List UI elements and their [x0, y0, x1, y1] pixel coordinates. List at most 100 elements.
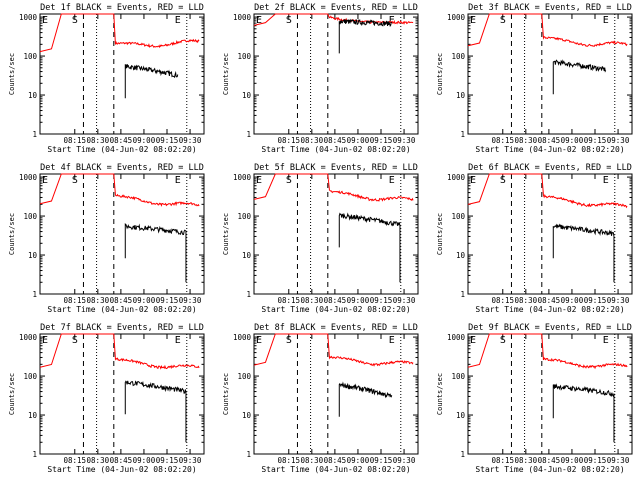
- marker-s: S: [72, 175, 78, 186]
- x-tick-label: 09:15: [584, 136, 607, 145]
- y-tick-label: 10: [28, 91, 38, 100]
- x-tick-label: 08:30: [515, 296, 538, 305]
- plot-title: Det 9f BLACK = Events, RED = LLD: [468, 323, 632, 333]
- x-tick-label: 08:30: [515, 456, 538, 465]
- marker-e-left: E: [470, 175, 476, 186]
- x-tick-label: 09:30: [179, 296, 202, 305]
- marker-e-right: E: [603, 15, 609, 26]
- y-tick-label: 100: [23, 52, 37, 61]
- series-lld-red: [467, 13, 628, 47]
- x-tick-label: 09:15: [156, 456, 179, 465]
- marker-e-right: E: [175, 335, 181, 346]
- series-events-black: [124, 223, 187, 283]
- x-tick-label: 09:15: [584, 296, 607, 305]
- x-tick-label: 08:45: [324, 296, 347, 305]
- y-tick-label: 10: [456, 411, 466, 420]
- y-tick-label: 1000: [447, 173, 466, 182]
- x-tick-label: 09:00: [347, 296, 370, 305]
- plot-frame: [253, 333, 419, 455]
- x-tick-label: 09:15: [156, 136, 179, 145]
- x-tick-label: 09:30: [607, 296, 630, 305]
- y-tick-label: 100: [237, 212, 251, 221]
- x-tick-label: 08:30: [87, 136, 110, 145]
- plot-title: Det 7f BLACK = Events, RED = LLD: [40, 323, 204, 333]
- x-tick-label: 08:45: [538, 296, 561, 305]
- plot-title: Det 4f BLACK = Events, RED = LLD: [40, 163, 204, 173]
- x-axis-label: Start Time (04-Jun-02 08:02:20): [475, 145, 624, 154]
- x-tick-label: 08:15: [277, 296, 300, 305]
- x-tick-label: 09:00: [133, 136, 156, 145]
- x-tick-label: 08:45: [324, 456, 347, 465]
- series-events-black: [124, 380, 187, 443]
- marker-e-left: E: [470, 15, 476, 26]
- marker-e-right: E: [175, 175, 181, 186]
- plot-title: Det 8f BLACK = Events, RED = LLD: [254, 323, 418, 333]
- y-tick-label: 1000: [233, 13, 252, 22]
- y-tick-label: 1000: [447, 13, 466, 22]
- x-tick-label: 08:30: [87, 296, 110, 305]
- y-tick-label: 100: [23, 372, 37, 381]
- y-tick-label: 1: [32, 130, 37, 139]
- x-axis-label: Start Time (04-Jun-02 08:02:20): [47, 145, 196, 154]
- y-tick-label: 10: [28, 411, 38, 420]
- y-axis-label: Counts/sec: [8, 213, 16, 255]
- x-tick-label: 09:15: [370, 456, 393, 465]
- series-lld-red: [253, 333, 414, 367]
- x-tick-label: 09:30: [393, 296, 416, 305]
- series-events-black: [552, 59, 607, 95]
- x-tick-label: 09:30: [607, 136, 630, 145]
- x-tick-label: 09:00: [133, 456, 156, 465]
- x-tick-label: 09:30: [393, 136, 416, 145]
- marker-s: S: [286, 175, 292, 186]
- y-axis-label: Counts/sec: [436, 53, 444, 95]
- panel-det-5: Det 5f BLACK = Events, RED = LLD Counts/s…: [222, 163, 419, 314]
- x-tick-label: 08:45: [538, 456, 561, 465]
- panel-det-2: Det 2f BLACK = Events, RED = LLD Counts/s…: [222, 3, 419, 154]
- y-axis-label: Counts/sec: [436, 373, 444, 415]
- panel-det-9: Det 9f BLACK = Events, RED = LLD Counts/s…: [436, 323, 633, 474]
- x-tick-label: 08:30: [87, 456, 110, 465]
- y-axis-label: Counts/sec: [222, 373, 230, 415]
- series-lld-red: [467, 333, 628, 370]
- series-events-black: [338, 381, 393, 417]
- plot-title: Det 1f BLACK = Events, RED = LLD: [40, 3, 204, 13]
- series-events-black: [552, 223, 615, 283]
- x-tick-label: 09:30: [179, 456, 202, 465]
- marker-e-left: E: [42, 175, 48, 186]
- y-axis-label: Counts/sec: [222, 53, 230, 95]
- y-tick-label: 1: [32, 290, 37, 299]
- marker-e-left: E: [42, 15, 48, 26]
- plot-title: Det 6f BLACK = Events, RED = LLD: [468, 163, 632, 173]
- y-tick-label: 1: [460, 450, 465, 459]
- plot-title: Det 5f BLACK = Events, RED = LLD: [254, 163, 418, 173]
- marker-s: S: [286, 15, 292, 26]
- panel-det-6: Det 6f BLACK = Events, RED = LLD Counts/s…: [436, 163, 633, 314]
- y-tick-label: 1: [246, 290, 251, 299]
- x-axis-label: Start Time (04-Jun-02 08:02:20): [261, 145, 410, 154]
- y-axis-label: Counts/sec: [222, 213, 230, 255]
- x-tick-label: 09:30: [607, 456, 630, 465]
- x-tick-label: 09:15: [370, 136, 393, 145]
- y-tick-label: 1000: [19, 173, 38, 182]
- y-tick-label: 1000: [233, 333, 252, 342]
- x-tick-label: 08:30: [301, 456, 324, 465]
- x-tick-label: 08:15: [63, 296, 86, 305]
- x-tick-label: 08:45: [538, 136, 561, 145]
- panel-det-4: Det 4f BLACK = Events, RED = LLD Counts/s…: [8, 163, 205, 314]
- x-tick-label: 09:00: [561, 296, 584, 305]
- marker-e-right: E: [389, 335, 395, 346]
- y-tick-label: 1: [460, 130, 465, 139]
- marker-e-left: E: [256, 175, 262, 186]
- y-tick-label: 1000: [19, 13, 38, 22]
- series-events-black: [338, 212, 401, 283]
- marker-e-right: E: [175, 15, 181, 26]
- plot-frame: [39, 173, 205, 295]
- y-tick-label: 1000: [233, 173, 252, 182]
- x-tick-label: 08:45: [324, 136, 347, 145]
- x-tick-label: 08:15: [63, 136, 86, 145]
- x-tick-label: 09:30: [393, 456, 416, 465]
- x-tick-label: 09:00: [561, 456, 584, 465]
- y-tick-label: 10: [242, 251, 252, 260]
- x-tick-label: 08:15: [491, 456, 514, 465]
